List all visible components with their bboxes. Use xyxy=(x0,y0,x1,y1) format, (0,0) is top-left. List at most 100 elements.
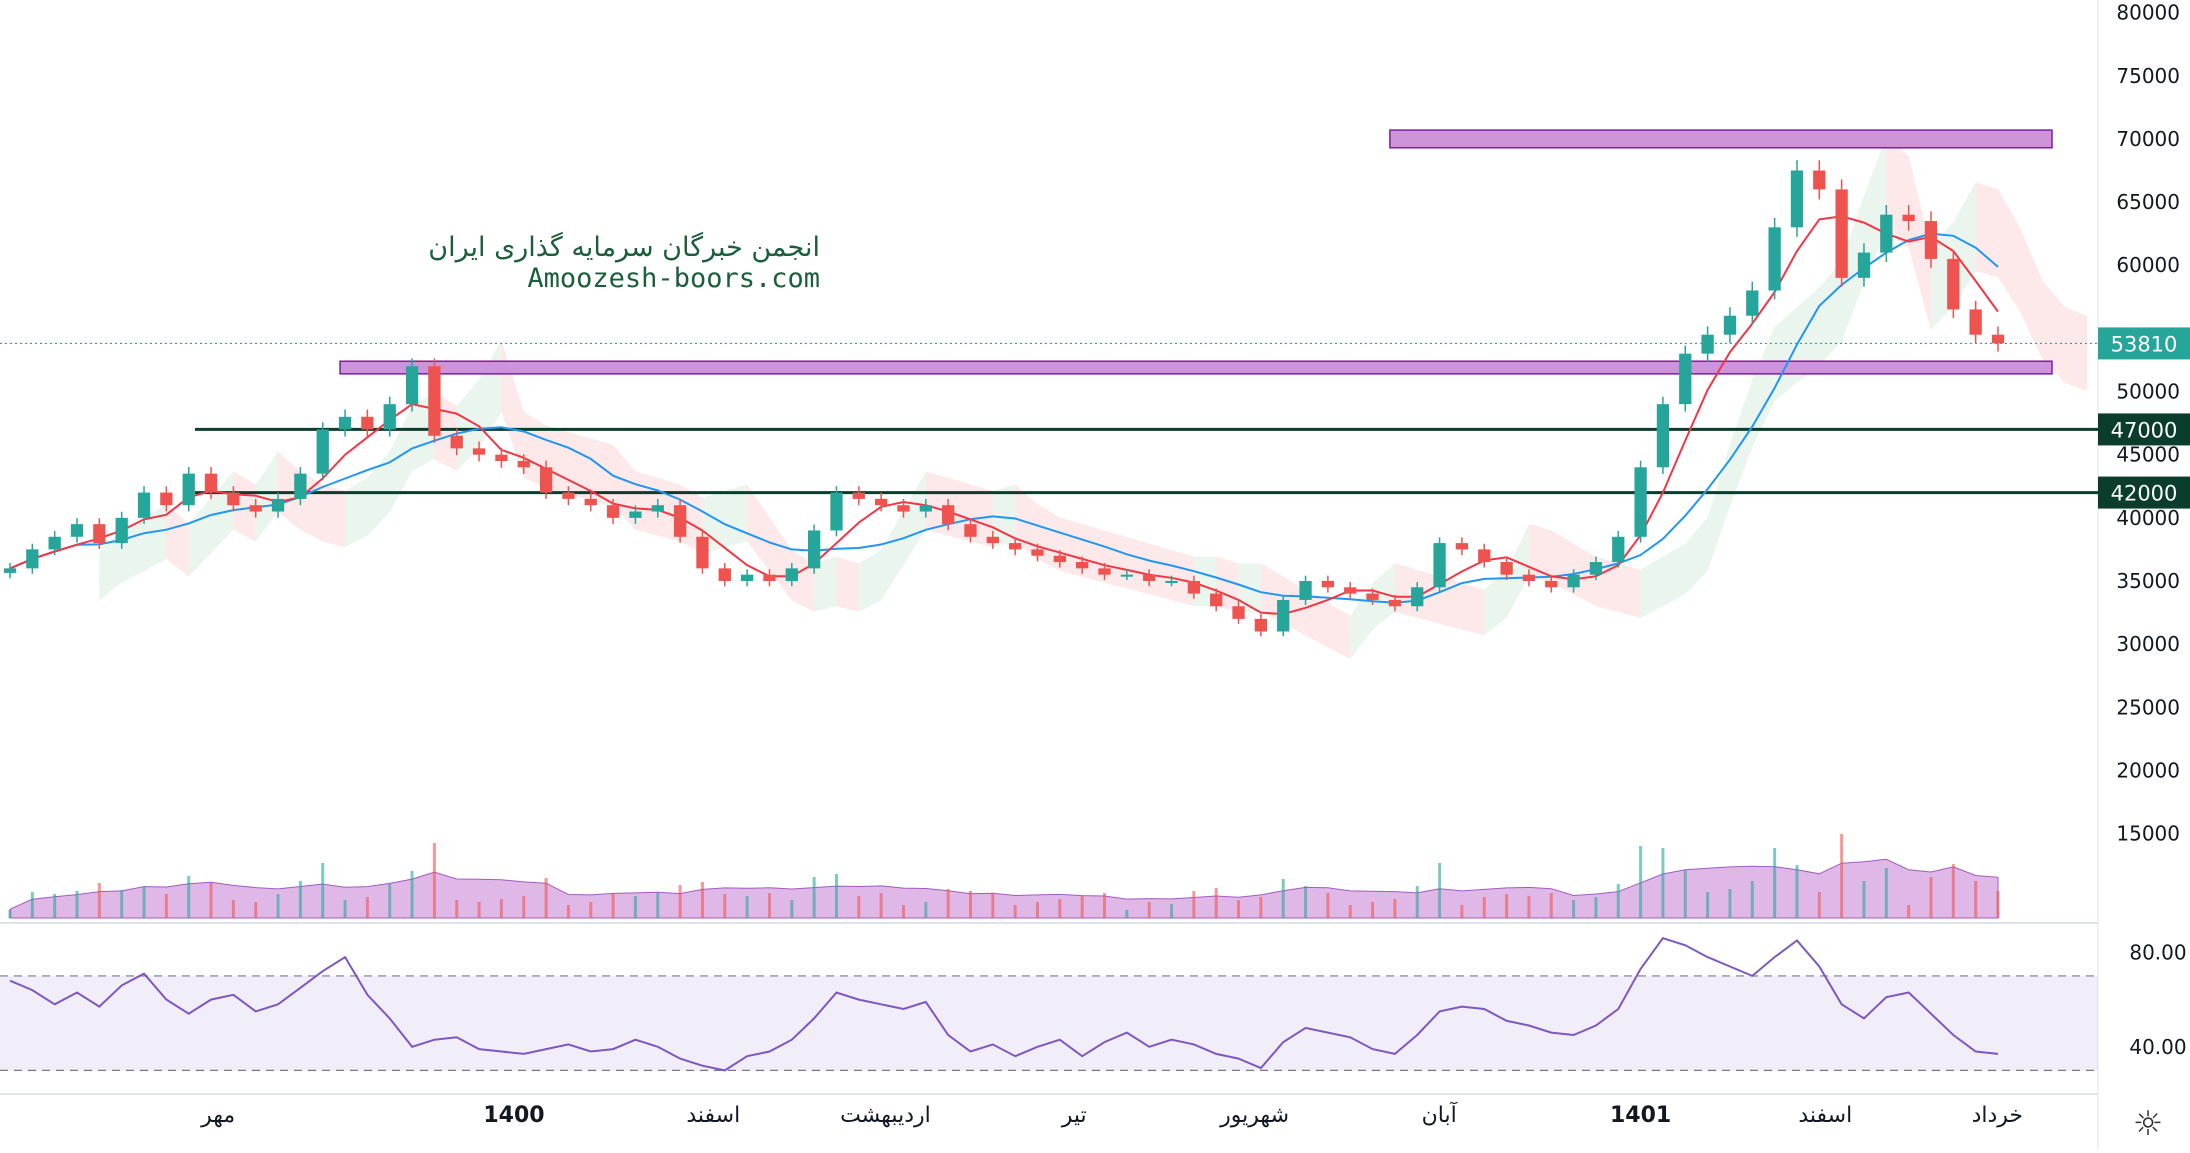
volume-bar xyxy=(321,863,325,918)
candle-body xyxy=(1143,574,1156,581)
volume-bar xyxy=(1572,900,1576,918)
volume-bar xyxy=(410,871,414,918)
volume-bar xyxy=(53,894,57,918)
candle-body xyxy=(137,492,151,518)
rsi-tick-label: 40.00 xyxy=(2129,1035,2186,1059)
candle-body xyxy=(160,492,173,506)
candle-body xyxy=(1031,549,1044,556)
volume-bar xyxy=(723,894,727,918)
candle-body xyxy=(1210,593,1223,607)
candle-body xyxy=(1880,214,1893,253)
volume-bar xyxy=(968,891,972,918)
volume-bar xyxy=(1080,896,1084,918)
volume-bar xyxy=(1013,905,1017,918)
volume-bar xyxy=(1862,881,1866,918)
volume-bar xyxy=(142,887,146,918)
candle-body xyxy=(1344,587,1357,594)
volume-bar xyxy=(901,905,905,918)
candle-body xyxy=(338,416,352,430)
candle-body xyxy=(942,505,955,525)
candle-body xyxy=(1187,580,1201,594)
moving-average-slow xyxy=(9,232,1999,604)
volume-bar xyxy=(432,843,436,918)
candle-body xyxy=(539,467,553,493)
candle-body xyxy=(1500,562,1513,575)
candle-body xyxy=(1009,543,1022,550)
settings-icon[interactable]: ☼ xyxy=(2132,1104,2164,1144)
volume-bar xyxy=(1795,865,1799,918)
candle-body xyxy=(1522,574,1536,581)
volume-average-area xyxy=(9,858,1999,919)
candle-body xyxy=(1902,214,1915,222)
volume-bar xyxy=(1594,897,1598,918)
candle-body xyxy=(1455,543,1469,550)
volume-bar xyxy=(1393,899,1397,918)
volume-bar xyxy=(1482,897,1486,918)
candle-body xyxy=(562,492,575,499)
volume-bar xyxy=(97,883,101,918)
candle-body xyxy=(249,505,262,512)
volume-bar xyxy=(879,893,883,918)
candle-body xyxy=(316,429,329,474)
time-axis-label: خرداد xyxy=(1972,1103,2023,1128)
volume-bar xyxy=(1929,877,1933,918)
candle-body xyxy=(919,505,932,512)
candle-body xyxy=(450,435,463,449)
resistance-zone-1 xyxy=(1389,129,2053,149)
price-tick-label: 45000 xyxy=(2116,443,2180,467)
candle-body xyxy=(361,416,374,430)
candle-body xyxy=(517,461,530,468)
candle-body xyxy=(1746,290,1759,316)
volume-bar xyxy=(1817,892,1821,918)
time-axis-label: شهریور xyxy=(1219,1103,1289,1128)
volume-bar xyxy=(1259,897,1263,918)
volume-bar xyxy=(1683,870,1687,918)
volume-bar xyxy=(544,878,548,918)
candle-body xyxy=(1165,580,1178,583)
volume-bar xyxy=(924,902,928,918)
candle-body xyxy=(115,517,128,544)
candle-body xyxy=(1053,555,1066,563)
volume-bar xyxy=(745,896,749,918)
candle-body xyxy=(227,492,240,506)
support-tag-42000 xyxy=(2098,476,2190,509)
candle-body xyxy=(606,505,620,518)
volume-bar xyxy=(365,897,369,918)
candle-body xyxy=(1947,258,1960,310)
candle-body xyxy=(673,505,687,537)
volume-bar xyxy=(656,893,660,918)
volume-bar xyxy=(1214,888,1218,918)
candle-body xyxy=(964,524,977,537)
candle-body xyxy=(1567,574,1580,588)
current-price-tag xyxy=(2098,327,2190,360)
price-tick-label: 75000 xyxy=(2116,64,2180,88)
candle-body xyxy=(1656,404,1670,468)
candle-body xyxy=(1388,599,1402,607)
volume-bar xyxy=(1773,848,1777,918)
volume-bar xyxy=(611,894,615,918)
candle-body xyxy=(1969,309,1982,335)
candle-body xyxy=(1120,574,1133,577)
volume-bar xyxy=(254,902,258,918)
candle-body xyxy=(1478,549,1491,563)
volume-bar xyxy=(1974,881,1978,918)
volume-bar xyxy=(164,894,168,918)
volume-bar xyxy=(1840,834,1844,918)
volume-bar xyxy=(946,889,950,918)
time-axis-label: اسفند xyxy=(1798,1103,1852,1128)
volume-bar xyxy=(1103,893,1107,918)
volume-bar xyxy=(589,902,593,918)
price-tick-label: 20000 xyxy=(2116,758,2180,782)
candle-body xyxy=(1679,353,1692,405)
watermark-title: انجمن خبرگان سرمایه گذاری ایران xyxy=(428,232,820,263)
volume-bar xyxy=(231,900,235,918)
volume-bar xyxy=(1326,893,1330,918)
volume-bar xyxy=(477,902,481,918)
volume-bar xyxy=(1438,863,1442,918)
time-axis-label: آبان xyxy=(1422,1101,1458,1128)
candle-body xyxy=(70,524,84,537)
volume-bar xyxy=(1661,848,1665,918)
price-tick-label: 50000 xyxy=(2116,380,2180,404)
